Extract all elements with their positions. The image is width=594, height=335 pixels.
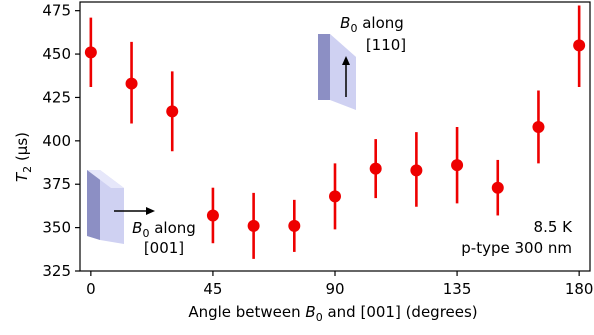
b-field-up-arrow-icon xyxy=(342,56,350,97)
data-point xyxy=(84,46,97,59)
y-tick-label: 375 xyxy=(42,175,71,193)
b-field-right-arrow-icon xyxy=(114,207,155,215)
annotation-b0-along-001-line2: [001] xyxy=(144,239,184,257)
y-tick-label: 425 xyxy=(42,88,71,106)
data-point xyxy=(532,120,545,133)
data-point xyxy=(491,181,504,194)
x-tick-label: 90 xyxy=(325,280,344,298)
x-tick-label: 45 xyxy=(203,280,222,298)
crystal-slab-110-icon xyxy=(318,34,356,110)
y-tick-label: 450 xyxy=(42,45,71,63)
data-point xyxy=(573,39,586,52)
annotation-b0-along-001-line1: B0 along xyxy=(132,219,196,240)
y-axis-ticks: 325 350 375 400 425 450 475 xyxy=(42,2,80,280)
annotation-b0-along-110-line1: B0 along xyxy=(340,14,404,35)
annotation-sample: p-type 300 nm xyxy=(461,239,572,257)
data-point xyxy=(206,209,219,222)
data-point xyxy=(166,105,179,118)
annotation-temperature: 8.5 K xyxy=(534,218,574,236)
data-point xyxy=(451,159,464,172)
y-tick-label: 475 xyxy=(42,2,71,20)
y-tick-label: 350 xyxy=(42,219,71,237)
crystal-slab-001-icon xyxy=(87,170,124,244)
data-marks xyxy=(84,5,586,259)
x-tick-label: 180 xyxy=(565,280,594,298)
x-axis-ticks: 0 45 90 135 180 xyxy=(86,271,593,298)
y-tick-label: 325 xyxy=(42,262,71,280)
x-axis-label: Angle between B0 and [001] (degrees) xyxy=(188,303,477,324)
x-tick-label: 135 xyxy=(443,280,472,298)
y-axis-label: T2 (µs) xyxy=(13,132,34,182)
x-tick-label: 0 xyxy=(86,280,96,298)
y-tick-label: 400 xyxy=(42,132,71,150)
data-point xyxy=(369,162,382,175)
data-point xyxy=(410,164,423,177)
data-point xyxy=(125,77,138,90)
data-point xyxy=(329,190,341,203)
annotation-b0-along-110-line2: [110] xyxy=(366,36,406,54)
data-point xyxy=(288,219,301,232)
data-point xyxy=(247,219,260,232)
